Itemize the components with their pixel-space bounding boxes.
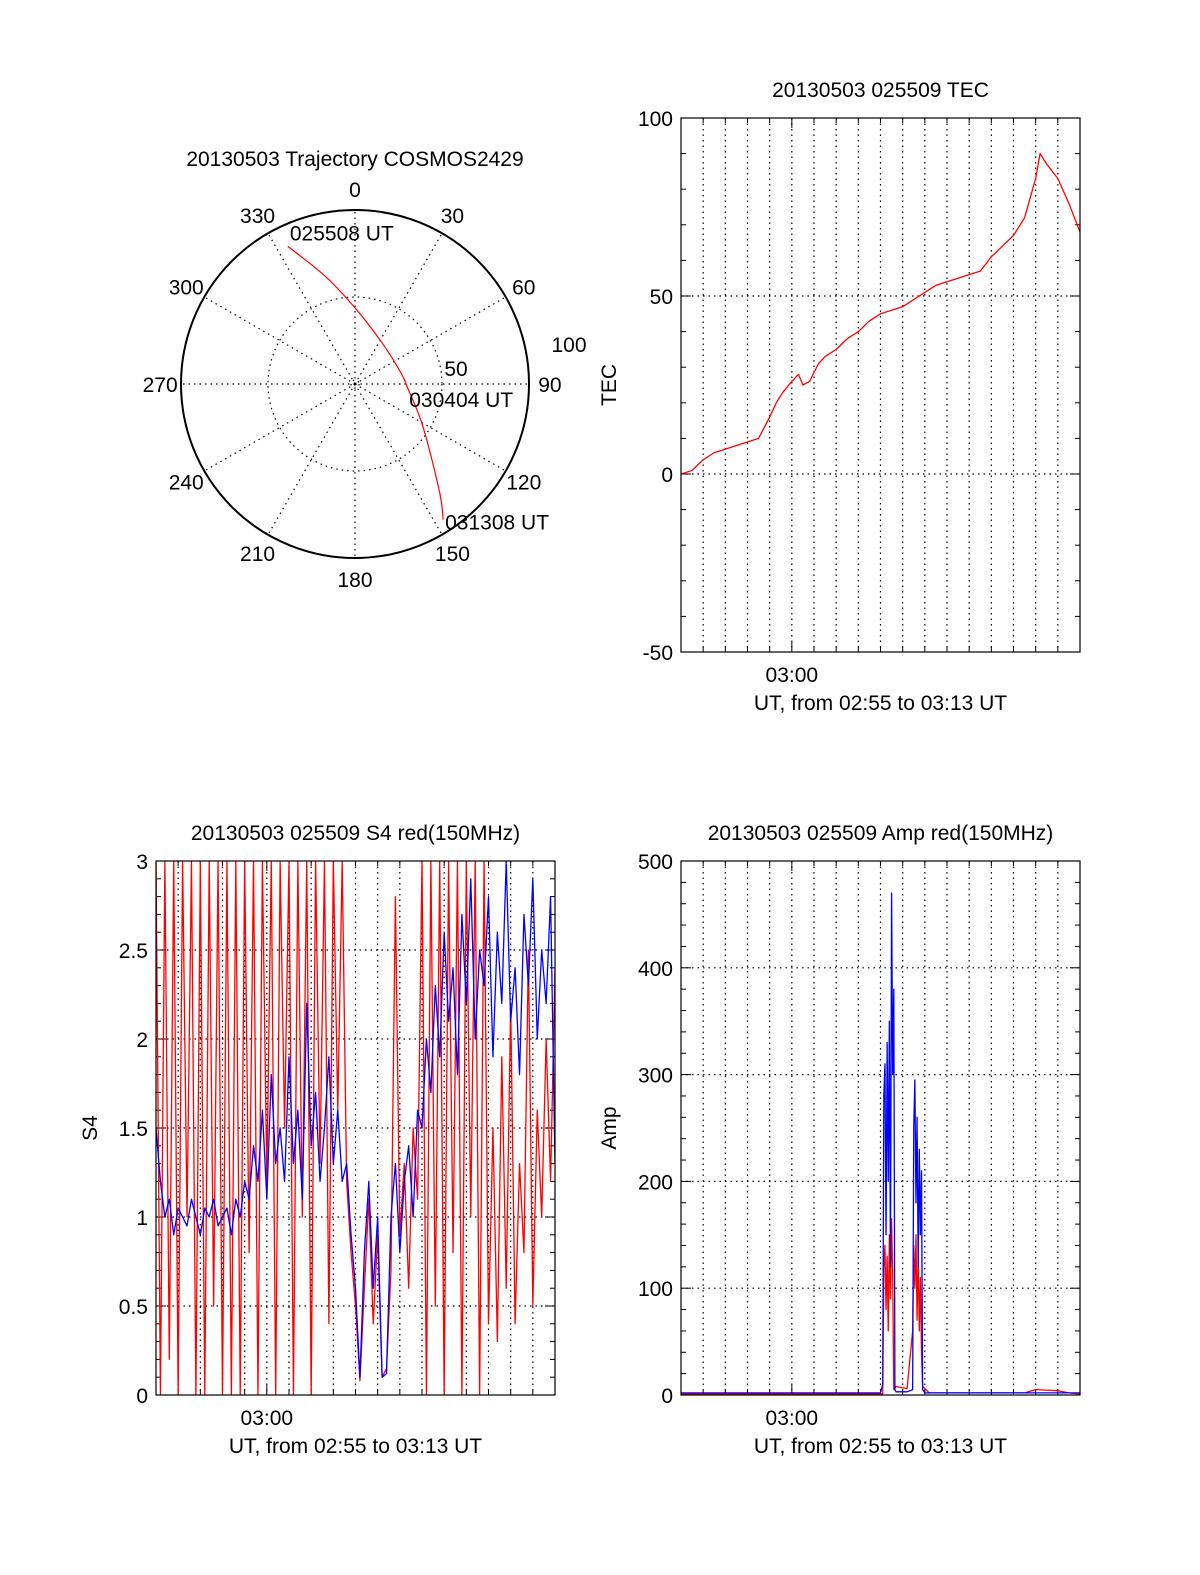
series-group <box>156 861 555 1395</box>
y-axis-label: S4 <box>79 1115 102 1141</box>
angle-tick-label: 60 <box>512 277 535 300</box>
trajectory-time-annotation: 025508 UT <box>290 222 394 245</box>
y-tick-label: 0 <box>661 1385 673 1408</box>
angle-tick-label: 90 <box>538 374 561 397</box>
angle-tick-label: 150 <box>435 543 470 566</box>
y-tick-label: 1.5 <box>119 1118 148 1141</box>
angle-gridline <box>267 233 356 385</box>
chart-title: 20130503 025509 Amp red(150MHz) <box>708 822 1054 845</box>
angle-tick-label: 240 <box>169 471 204 494</box>
x-axis-label: UT, from 02:55 to 03:13 UT <box>754 1435 1007 1458</box>
series-line-blue <box>156 861 555 1378</box>
y-tick-label: 3 <box>136 851 148 874</box>
y-axis-label: TEC <box>598 364 621 406</box>
y-tick-label: 300 <box>638 1065 673 1088</box>
y-tick-label: 400 <box>638 958 673 981</box>
y-tick-label: 0 <box>661 464 673 487</box>
angle-gridline <box>267 383 356 535</box>
y-tick-label: 100 <box>638 1278 673 1301</box>
trajectory-line <box>287 245 444 520</box>
angle-gridline <box>354 383 443 535</box>
y-tick-label: 2.5 <box>119 940 148 963</box>
y-tick-label: 0.5 <box>119 1296 148 1319</box>
angle-tick-label: 180 <box>337 569 372 592</box>
tec-chart: 20130503 025509 TEC 03:00 UT, from 02:55 t… <box>598 79 1081 715</box>
polar-trajectory-chart: 20130503 Trajectory COSMOS2429 0 30 60 90 120… <box>143 148 587 592</box>
x-tick-label: 03:00 <box>766 664 819 687</box>
trajectory-time-annotation: 030404 UT <box>409 389 513 412</box>
plot-frame <box>680 860 1081 1396</box>
amp-chart: 20130503 025509 Amp red(150MHz) 03:00 UT, … <box>598 822 1081 1458</box>
polar-center <box>350 379 360 389</box>
y-tick-label: 50 <box>650 286 673 309</box>
polar-outer-circle <box>180 209 530 559</box>
y-tick-label: 500 <box>638 851 673 874</box>
x-tick-label: 03:00 <box>241 1407 294 1430</box>
y-tick-label: -50 <box>643 642 673 665</box>
plot-frame <box>155 860 556 1396</box>
plot-frame <box>680 117 1081 653</box>
series-group <box>681 152 1080 475</box>
angle-tick-label: 300 <box>169 277 204 300</box>
radial-tick-label: 100 <box>551 334 586 357</box>
chart-title: 20130503 025509 TEC <box>772 79 989 102</box>
x-axis-label: UT, from 02:55 to 03:13 UT <box>229 1435 482 1458</box>
radial-gridline <box>267 296 443 472</box>
radial-tick-label: 50 <box>444 358 467 381</box>
series-line-red <box>156 861 555 1395</box>
chart-title: 20130503 025509 S4 red(150MHz) <box>191 822 520 845</box>
angle-gridline <box>354 383 506 472</box>
y-axis-label: Amp <box>598 1106 621 1149</box>
angle-tick-label: 270 <box>143 374 178 397</box>
angle-tick-label: 330 <box>240 205 275 228</box>
angle-tick-label: 210 <box>240 543 275 566</box>
s4-chart: 20130503 025509 S4 red(150MHz) 03:00 UT, f… <box>79 822 556 1458</box>
angle-tick-label: 0 <box>349 179 361 202</box>
y-tick-label: 1 <box>136 1207 148 1230</box>
series-line-tec <box>681 152 1080 475</box>
series-line-blue <box>681 892 1080 1394</box>
x-axis-label: UT, from 02:55 to 03:13 UT <box>754 692 1007 715</box>
angle-gridline <box>354 233 443 385</box>
x-tick-label: 03:00 <box>766 1407 819 1430</box>
angle-gridline <box>204 383 356 472</box>
y-tick-label: 100 <box>638 108 673 131</box>
angle-gridline <box>204 296 356 385</box>
y-tick-label: 2 <box>136 1029 148 1052</box>
series-group <box>681 892 1080 1395</box>
y-tick-label: 0 <box>136 1385 148 1408</box>
angle-tick-label: 120 <box>506 471 541 494</box>
angle-gridline <box>354 296 506 385</box>
y-tick-label: 200 <box>638 1171 673 1194</box>
angle-tick-label: 30 <box>441 205 464 228</box>
trajectory-time-annotation: 031308 UT <box>445 512 549 535</box>
chart-title: 20130503 Trajectory COSMOS2429 <box>186 148 523 171</box>
